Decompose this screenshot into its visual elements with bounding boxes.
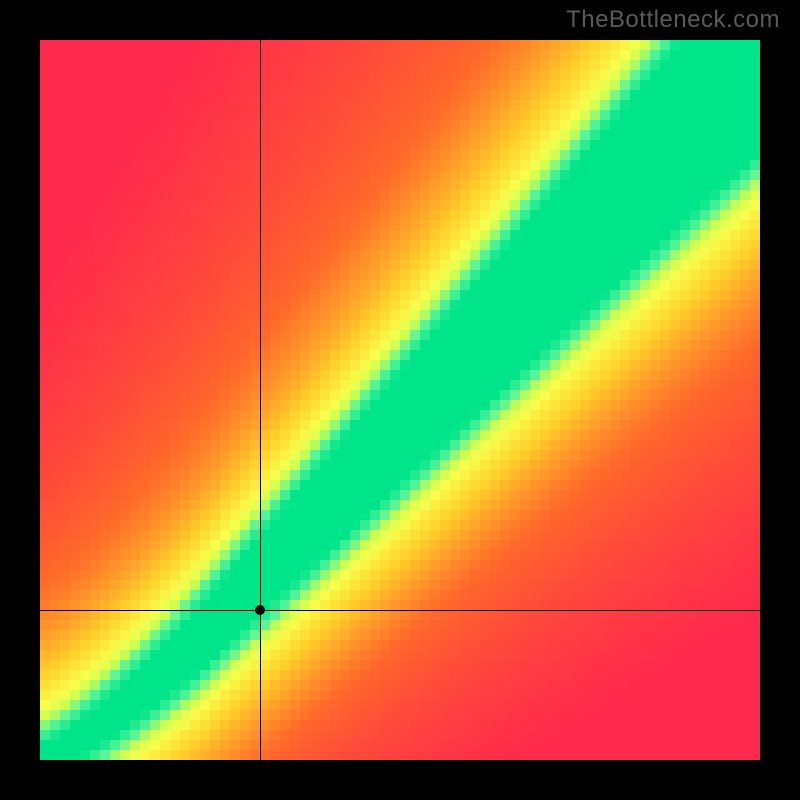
crosshair-horizontal — [40, 610, 760, 611]
heatmap-canvas — [40, 40, 760, 760]
crosshair-vertical — [260, 40, 261, 760]
crosshair-marker-dot — [255, 605, 265, 615]
heatmap-plot-area — [40, 40, 760, 760]
chart-outer-frame: TheBottleneck.com — [0, 0, 800, 800]
watermark-text: TheBottleneck.com — [566, 6, 780, 34]
